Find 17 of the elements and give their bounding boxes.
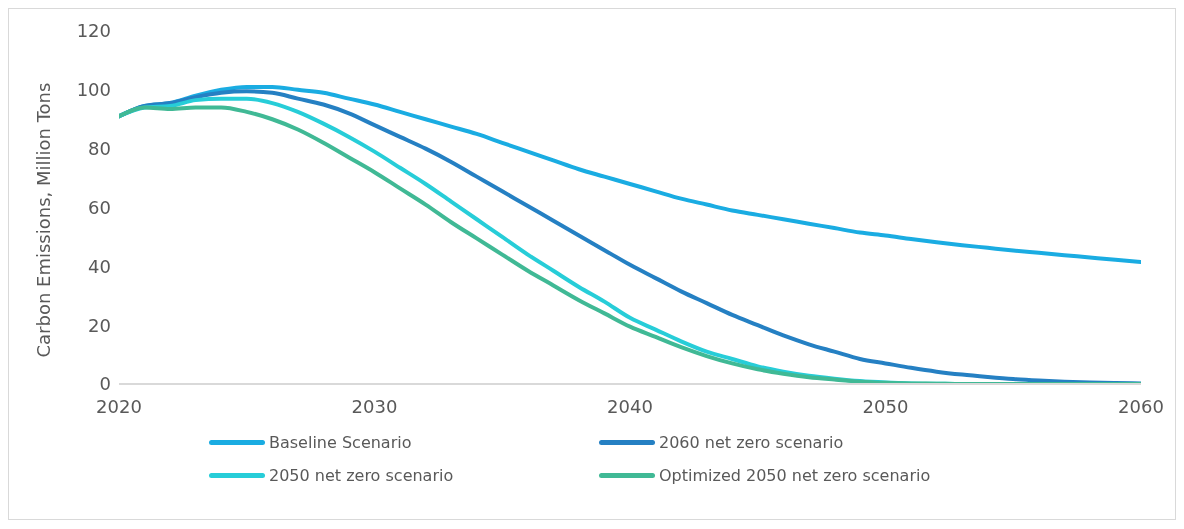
y-tick-label: 20 (88, 314, 111, 336)
legend-label: 2050 net zero scenario (269, 466, 454, 485)
y-tick-label: 40 (88, 255, 111, 277)
x-tick-label: 2060 (1118, 395, 1164, 417)
y-axis-title: Carbon Emissions, Million Tons (33, 82, 55, 358)
y-tick-label: 60 (88, 196, 111, 218)
y-tick-label: 120 (76, 20, 111, 42)
y-tick-label: 0 (99, 373, 111, 395)
legend-label: 2060 net zero scenario (659, 433, 844, 452)
x-tick-label: 2020 (96, 395, 142, 417)
x-tick-label: 2030 (351, 395, 398, 417)
x-tick-label: 2040 (607, 395, 653, 417)
y-tick-label: 100 (76, 79, 111, 101)
legend-label: Baseline Scenario (269, 433, 412, 452)
x-tick-label: 2050 (862, 395, 909, 417)
legend-label: Optimized 2050 net zero scenario (659, 466, 931, 485)
y-tick-label: 80 (88, 138, 111, 160)
